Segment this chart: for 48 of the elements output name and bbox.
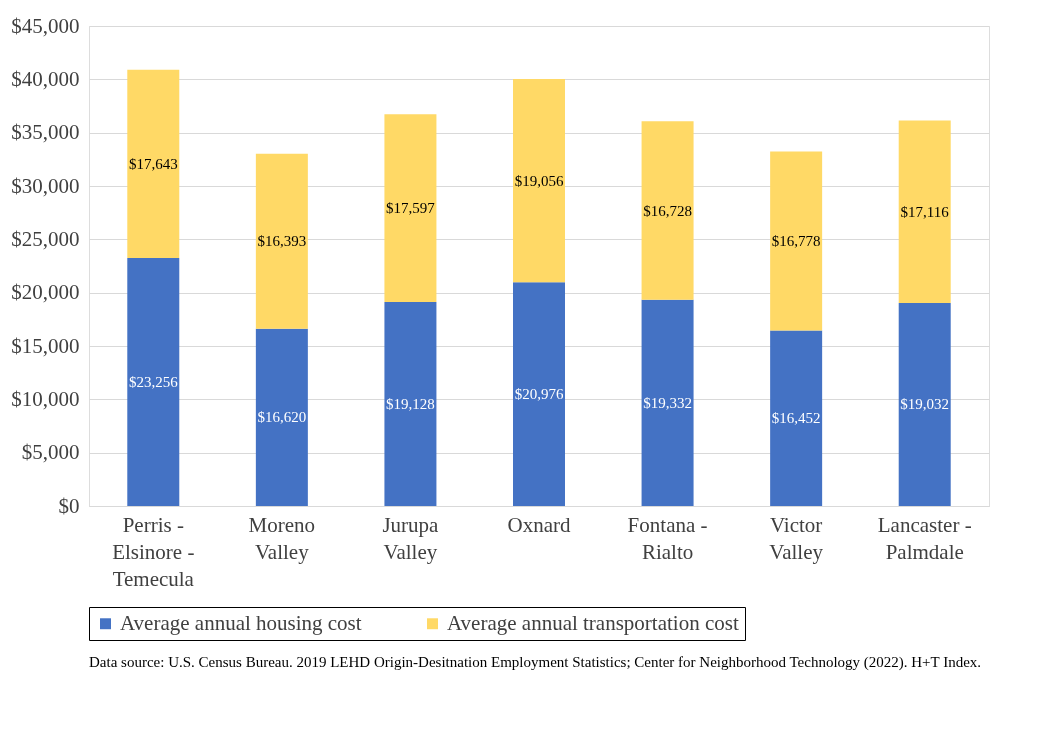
bar — [513, 78, 565, 283]
text: $16,393 — [257, 233, 307, 250]
x-tick-label: Moreno Valley — [248, 512, 316, 564]
bar — [641, 121, 694, 300]
text: $20,976 — [514, 386, 564, 403]
x-tick-label: Victor Valley — [769, 512, 824, 564]
legend-label: Average annual housing cost — [120, 610, 362, 635]
y-tick-label: $5,000 — [21, 440, 80, 465]
source-note: Data source: U.S. Census Bureau. 2019 LEHD Origin-Desitnation Employment Statistics; Center for Neighborhood Technology (2022). H+T Index. — [89, 653, 982, 671]
bar — [127, 257, 180, 506]
text: $16,728 — [643, 202, 692, 219]
x-tick-label: Fontana - Rialto — [627, 512, 708, 564]
y-tick-label: $20,000 — [11, 280, 80, 305]
bar — [641, 299, 694, 506]
text: $17,597 — [386, 200, 435, 217]
text: $17,643 — [128, 155, 178, 172]
text: $16,620 — [257, 409, 307, 426]
y-tick-label: $40,000 — [11, 66, 80, 91]
text: $19,032 — [900, 396, 950, 413]
bar — [898, 302, 951, 506]
y-tick-label: $30,000 — [11, 173, 80, 198]
y-tick-label: $0 — [58, 493, 80, 518]
y-tick-label: $15,000 — [11, 333, 80, 358]
text: $16,452 — [771, 410, 821, 427]
y-tick-label: $25,000 — [11, 226, 80, 251]
text: $19,056 — [514, 172, 564, 189]
x-tick-label: Oxnard — [507, 512, 571, 537]
bar — [127, 69, 180, 258]
bar — [513, 282, 565, 506]
text: $19,128 — [386, 395, 435, 412]
bar — [770, 151, 823, 331]
text: $23,256 — [128, 373, 178, 390]
bar — [255, 153, 308, 329]
text: $17,116 — [900, 203, 949, 220]
bar — [384, 301, 437, 506]
y-tick-label: $45,000 — [11, 13, 80, 38]
x-tick-label: Jurupa Valley — [382, 512, 440, 564]
x-tick-label: Perris - Elsinore - Temecula — [112, 512, 195, 591]
y-tick-label: $35,000 — [11, 120, 80, 145]
bar — [384, 114, 437, 302]
text: $19,332 — [643, 394, 692, 411]
bar — [770, 330, 823, 506]
legend-label: Average annual transportation cost — [447, 610, 739, 635]
bar — [898, 120, 951, 303]
bar — [255, 328, 308, 506]
x-tick-label: Lancaster - Palmdale — [877, 512, 972, 564]
y-tick-label: $10,000 — [11, 386, 80, 411]
text: $16,778 — [771, 233, 821, 250]
